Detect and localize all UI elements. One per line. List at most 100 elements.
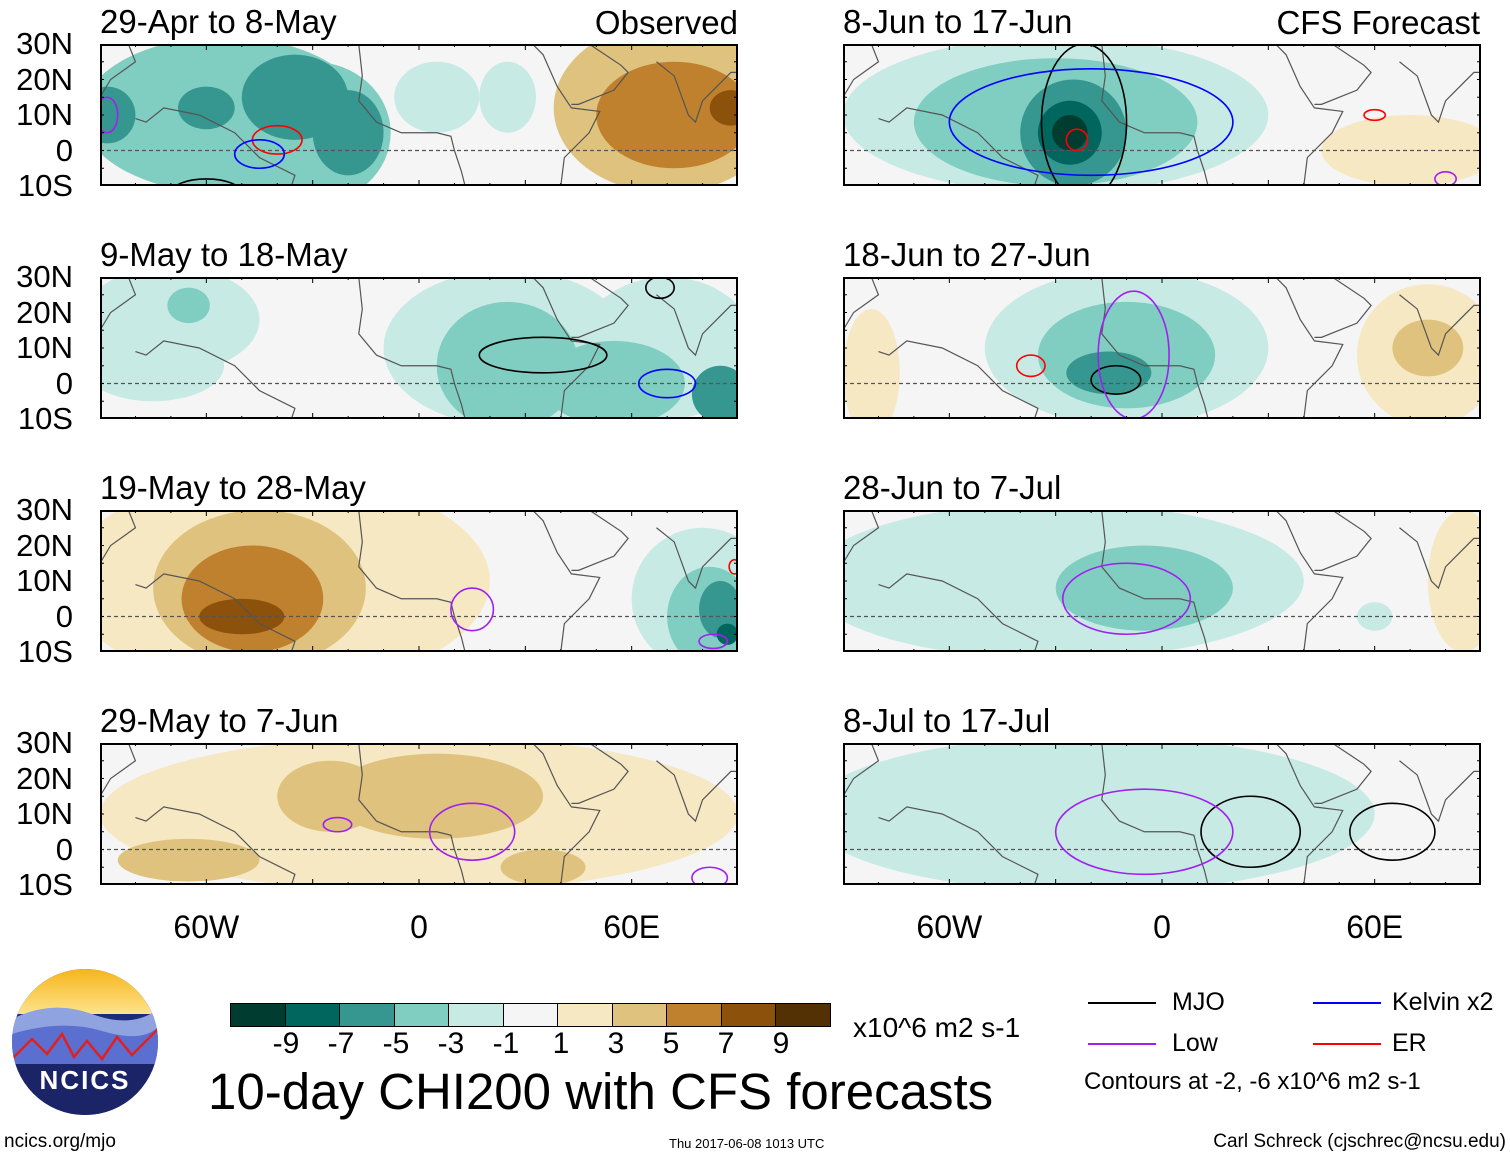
colorbar-tick-label: 9: [772, 1027, 790, 1060]
anomaly-region: [479, 61, 536, 133]
lat-label: 0: [55, 831, 73, 867]
colorbar-tick-label: 5: [662, 1027, 680, 1060]
colorbar-tick-label: -7: [327, 1027, 355, 1060]
anomaly-region: [312, 90, 384, 176]
contour-note: Contours at -2, -6 x10^6 m2 s-1: [1084, 1068, 1421, 1095]
wave-contour: [728, 558, 738, 575]
coastline: [878, 107, 1039, 186]
wave-contour: [174, 178, 239, 186]
colorbar-swatch: [612, 1004, 667, 1026]
lat-label: 10N: [16, 97, 73, 132]
site-link[interactable]: ncics.org/mjo: [4, 1131, 116, 1152]
anomaly-region: [177, 86, 235, 130]
colorbar-tick-label: -9: [272, 1027, 300, 1060]
coastline: [531, 44, 601, 186]
lat-label: 20N: [16, 294, 73, 330]
ncics-logo-icon: [12, 969, 158, 1115]
coastline: [656, 294, 738, 357]
logo: NCICS: [12, 969, 158, 1115]
wave-contour: [233, 139, 286, 170]
panel-title: 28-Jun to 7-Jul: [843, 469, 1062, 506]
coastline: [878, 340, 1039, 419]
colorbar-tick-label: 1: [552, 1027, 570, 1060]
coastline: [135, 573, 296, 652]
legend-label-kelvin: Kelvin x2: [1392, 988, 1494, 1016]
lat-label: 0: [55, 598, 73, 634]
wave-contour: [428, 802, 516, 861]
units-label: x10^6 m2 s-1: [853, 1012, 1021, 1043]
panel-title: 29-Apr to 8-May: [100, 3, 337, 40]
anomaly-region: [843, 308, 900, 419]
anomaly-region: [117, 838, 260, 882]
map-svg: [100, 743, 738, 885]
lon-label: 0: [410, 909, 428, 945]
lat-label: 10S: [17, 634, 73, 669]
lon-label: 60E: [603, 909, 661, 945]
lon-label: 60W: [916, 909, 983, 945]
coastline: [1101, 743, 1209, 885]
anomaly-region: [709, 90, 738, 126]
logo-text: NCICS: [39, 1065, 131, 1095]
map-panel: [100, 743, 738, 885]
anomaly-region: [843, 743, 1375, 885]
coastline: [531, 743, 601, 885]
wave-contour: [691, 866, 729, 885]
colorbar-tick-label: -1: [492, 1027, 520, 1060]
observed-header: Observed: [594, 4, 738, 41]
wave-contour: [948, 68, 1234, 177]
legend-line-low: [1088, 1043, 1156, 1045]
timestamp: Thu 2017-06-08 1013 UTC: [669, 1136, 825, 1151]
anomaly-region: [1321, 115, 1481, 186]
panel-title: 19-May to 28-May: [100, 469, 366, 506]
coastline: [1274, 743, 1344, 885]
colorbar-swatch: [394, 1004, 449, 1026]
coastline: [878, 806, 1039, 885]
coastline: [656, 61, 738, 124]
anomaly-region: [277, 760, 384, 832]
coastline: [1399, 294, 1481, 357]
coastline: [135, 806, 296, 885]
coastline: [571, 743, 629, 804]
coastline: [1314, 277, 1372, 338]
anomaly-region: [699, 581, 738, 638]
map-panel: [100, 510, 738, 652]
wave-contour: [1054, 788, 1234, 876]
colorbar-tick-label: -5: [382, 1027, 410, 1060]
lat-label: 20N: [16, 760, 73, 796]
anomaly-region: [1066, 351, 1152, 395]
anomaly-region: [596, 61, 738, 169]
coastline: [656, 527, 738, 590]
colorbar-swatch: [340, 1004, 395, 1026]
coastline: [1399, 760, 1481, 823]
lat-label: 10S: [17, 168, 73, 203]
coastline: [100, 510, 137, 564]
coastline: [843, 44, 880, 98]
wave-contour: [1065, 128, 1089, 152]
coastline: [358, 44, 466, 186]
anomaly-region: [691, 365, 738, 419]
anomaly-region: [500, 849, 586, 885]
coastline: [656, 760, 738, 823]
map-panel: [100, 44, 738, 186]
lat-label: 20N: [16, 527, 73, 563]
anomaly-region: [436, 301, 579, 419]
coastline: [358, 743, 466, 885]
lat-label: 30N: [16, 725, 73, 760]
coastline: [1314, 743, 1372, 804]
wave-contour: [698, 633, 729, 650]
lat-label: 20N: [16, 61, 73, 97]
colorbar: [230, 1003, 831, 1027]
colorbar-swatch: [503, 1004, 558, 1026]
coastline: [358, 510, 466, 652]
wave-contour: [1090, 364, 1142, 395]
lon-label: 0: [1153, 909, 1171, 945]
colorbar-tick-label: -3: [437, 1027, 465, 1060]
coastline: [1101, 44, 1209, 186]
coastline: [1314, 44, 1372, 105]
lat-label: 10N: [16, 330, 73, 365]
map-svg: [843, 510, 1481, 652]
coastline: [843, 277, 880, 331]
wave-contour: [1349, 802, 1436, 861]
lon-label: 60E: [1346, 909, 1404, 945]
wave-contour: [478, 336, 608, 374]
